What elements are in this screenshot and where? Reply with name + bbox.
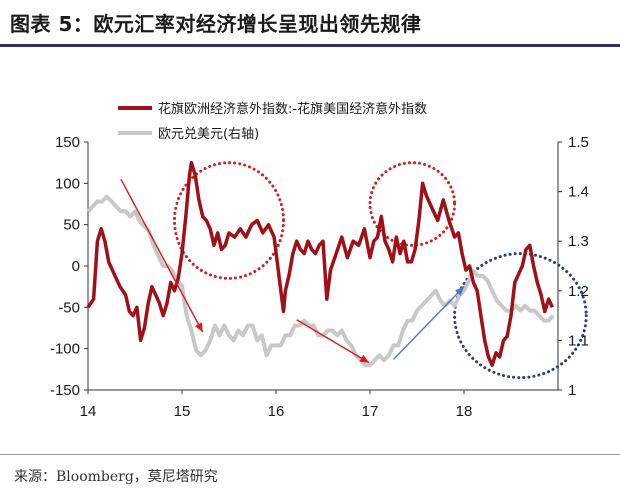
series-lines <box>86 160 555 368</box>
annotation-arrow-line <box>392 286 465 360</box>
x-tick-label: 17 <box>362 403 379 420</box>
left-tick-label: 50 <box>63 217 80 234</box>
annotation-ellipse <box>172 161 286 280</box>
annotation-ellipse <box>368 161 457 247</box>
right-tick-label: 1.4 <box>568 184 589 201</box>
annotation-arrow-head <box>194 322 203 333</box>
right-tick-label: 1.3 <box>568 233 589 250</box>
source-note: 来源：Bloomberg，莫尼塔研究 <box>14 469 218 485</box>
right-tick-label: 1 <box>568 382 576 399</box>
legend-label-eurusd: 欧元兑美元(右轴) <box>158 127 259 142</box>
series-surprise-index-line <box>86 160 554 367</box>
left-tick-label: 150 <box>55 134 80 151</box>
x-tick-label: 18 <box>456 403 473 420</box>
left-tick-label: 0 <box>72 258 80 275</box>
x-tick-label: 14 <box>80 403 97 420</box>
annotation-ellipse <box>453 252 588 380</box>
annotation-arrow-line <box>120 178 204 333</box>
right-tick-label: 1.2 <box>568 283 589 300</box>
chart: 150 100 50 0 -50 -100 -150 1.5 1.4 1.3 1.2 1.1 1 14 15… <box>50 101 589 420</box>
left-tick-label: -50 <box>58 299 80 316</box>
right-tick-label: 1.5 <box>568 134 589 151</box>
left-tick-label: 100 <box>55 175 80 192</box>
left-tick-label: -100 <box>50 341 80 358</box>
axis-ticks: 150 100 50 0 -50 -100 -150 1.5 1.4 1.3 1.2 1.1 1 14 15… <box>50 134 589 420</box>
left-tick-label: -150 <box>50 382 80 399</box>
series-eurusd-line <box>86 194 555 368</box>
annotation-arrow-head <box>454 286 464 296</box>
legend-label-surprise-index: 花旗欧洲经济意外指数:-花旗美国经济意外指数 <box>158 101 427 117</box>
annotation-arrow-head <box>359 354 370 363</box>
annotation-ellipses <box>172 161 588 380</box>
x-tick-label: 15 <box>174 403 191 420</box>
annotation-arrows <box>120 178 465 364</box>
x-tick-label: 16 <box>268 403 285 420</box>
annotation-arrow-line <box>296 319 370 364</box>
bottom-rule <box>0 454 620 455</box>
figure-title: 图表 5：欧元汇率对经济增长呈现出领先规律 <box>10 12 422 36</box>
title-rule <box>0 44 620 47</box>
right-tick-label: 1.1 <box>568 332 589 349</box>
